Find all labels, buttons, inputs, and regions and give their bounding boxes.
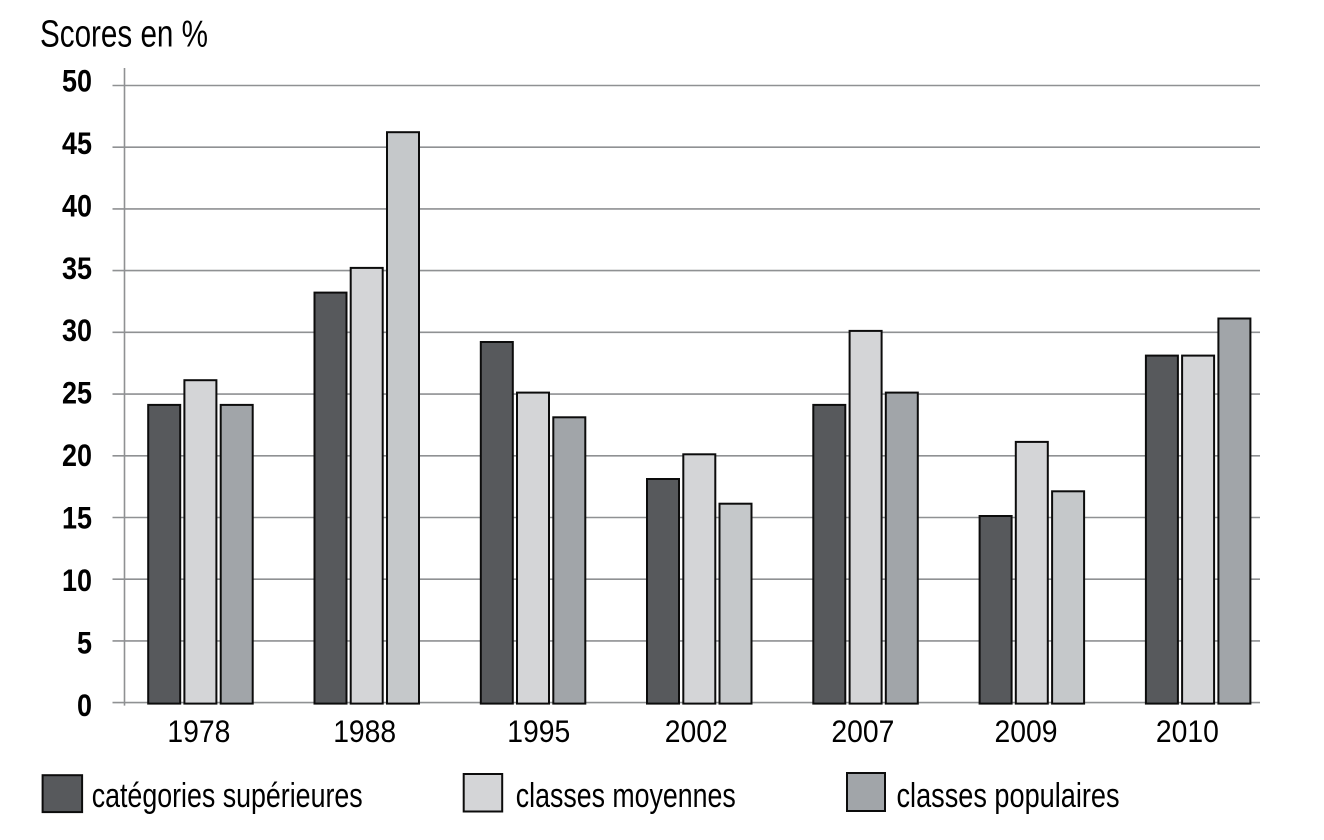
svg-text:1995: 1995 [507, 713, 570, 749]
svg-text:5: 5 [77, 625, 92, 660]
svg-text:2007: 2007 [831, 713, 894, 749]
svg-text:2010: 2010 [1156, 713, 1219, 749]
svg-text:25: 25 [62, 376, 92, 411]
svg-text:0: 0 [77, 688, 92, 723]
svg-text:20: 20 [62, 438, 92, 473]
svg-text:10: 10 [62, 563, 92, 598]
svg-text:2002: 2002 [665, 713, 728, 749]
svg-text:Scores en %: Scores en % [40, 13, 208, 55]
svg-text:2009: 2009 [995, 713, 1058, 749]
svg-text:1988: 1988 [333, 713, 396, 749]
svg-text:classes populaires: classes populaires [897, 777, 1120, 815]
svg-text:50: 50 [62, 64, 92, 99]
svg-text:catégories supérieures: catégories supérieures [92, 777, 363, 815]
svg-text:40: 40 [62, 188, 92, 223]
svg-text:30: 30 [62, 313, 92, 348]
svg-text:45: 45 [62, 126, 92, 161]
svg-text:1978: 1978 [167, 713, 230, 749]
svg-text:classes moyennes: classes moyennes [516, 777, 736, 815]
svg-text:15: 15 [62, 501, 92, 536]
svg-text:35: 35 [62, 251, 92, 286]
